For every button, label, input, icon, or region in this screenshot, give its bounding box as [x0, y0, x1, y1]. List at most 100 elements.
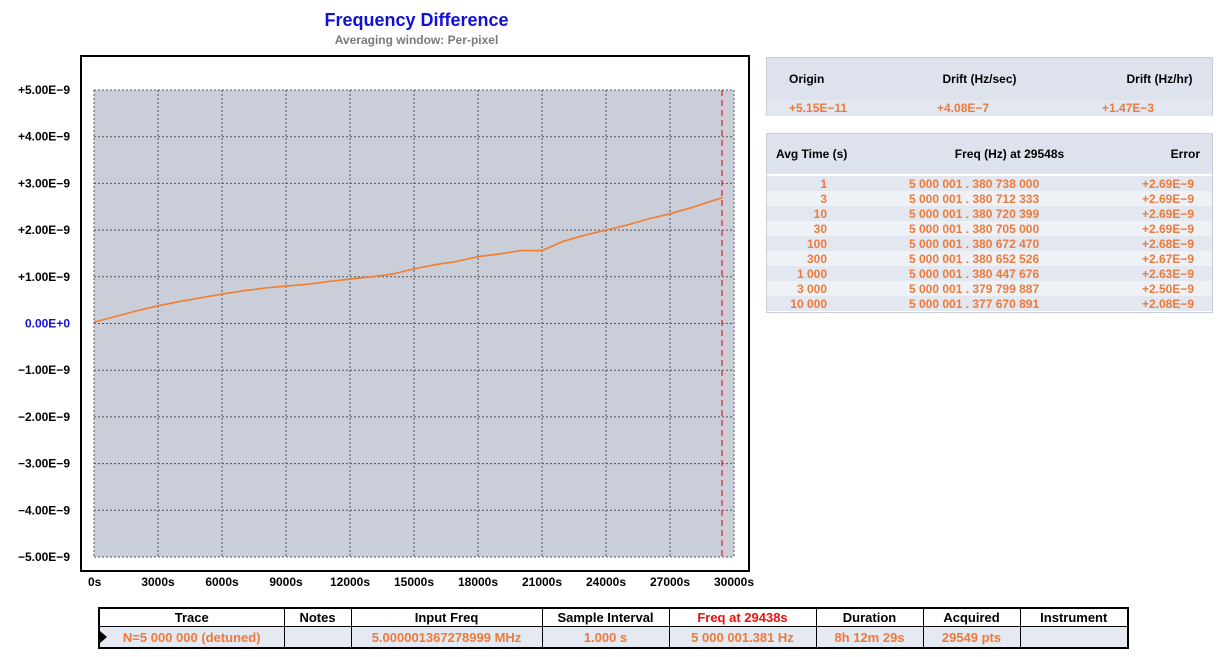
series-point — [583, 234, 586, 236]
y-tick-label: +5.00E−9 — [18, 83, 70, 97]
series-point — [455, 260, 458, 263]
sample-interval-cell[interactable]: 1.000 s — [541, 626, 670, 649]
avg-time-cell: 10 — [813, 206, 827, 221]
x-tick-label: 0s — [88, 575, 102, 589]
y-tick-label: +4.00E−9 — [18, 130, 70, 144]
drift-hr-header: Drift (Hz/hr) — [1126, 72, 1193, 86]
avg-time-cell: 300 — [806, 251, 827, 266]
series-point — [711, 199, 714, 202]
notes-cell[interactable] — [283, 626, 352, 649]
series-point — [647, 218, 650, 220]
avg-time-cell: 3 000 — [796, 281, 827, 296]
series-point — [626, 224, 629, 226]
x-tick-label: 18000s — [458, 575, 498, 589]
freq-cell: 5 000 001 . 380 447 676 — [909, 266, 1040, 281]
freq-cell: 5 000 001 . 380 720 399 — [909, 206, 1040, 221]
error-cell: +2.69E−9 — [1141, 221, 1194, 236]
trace-header-row: Trace Notes Input Freq Sample Interval F… — [98, 607, 1129, 628]
avg-time-cell: 1 — [820, 176, 827, 191]
y-tick-label: −5.00E−9 — [18, 550, 70, 564]
freq-cell: 5 000 001 . 379 799 887 — [909, 281, 1040, 296]
drift-value-row: +5.15E−11 +4.08E−7 +1.47E−3 — [767, 100, 1212, 116]
avg-time-cell: 1 000 — [796, 266, 827, 281]
trace-header[interactable]: Trace — [98, 607, 285, 628]
sample-interval-header[interactable]: Sample Interval — [541, 607, 670, 628]
instrument-cell[interactable] — [1019, 626, 1129, 649]
drift-sec-header: Drift (Hz/sec) — [942, 72, 1017, 86]
series-point — [690, 206, 693, 209]
series-point — [370, 276, 373, 278]
series-point — [327, 280, 330, 283]
series-point — [285, 285, 287, 287]
acquired-header[interactable]: Acquired — [922, 607, 1021, 628]
input-freq-header[interactable]: Input Freq — [350, 607, 543, 628]
avg-rows: 1 5 000 001 . 380 738 000 +2.69E−9 3 5 000 0… — [767, 174, 1212, 311]
origin-value: +5.15E−11 — [789, 101, 848, 115]
chart-subtitle: Averaging window: Per-pixel — [334, 33, 499, 47]
avg-row: 100 5 000 001 . 380 672 470 +2.68E−9 — [767, 236, 1212, 251]
avg-time-cell: 100 — [806, 236, 827, 251]
freq-at-header[interactable]: Freq at 29438s — [668, 607, 817, 628]
avg-row: 300 5 000 001 . 380 652 526 +2.67E−9 — [767, 251, 1212, 266]
x-tick-label: 15000s — [394, 575, 434, 589]
freq-cell: 5 000 001 . 377 670 891 — [909, 296, 1040, 311]
error-cell: +2.68E−9 — [1141, 236, 1194, 251]
series-point — [242, 290, 245, 292]
avg-row: 10 5 000 001 . 380 720 399 +2.69E−9 — [767, 206, 1212, 221]
freq-at-cell[interactable]: 5 000 001.381 Hz — [668, 626, 817, 649]
error-cell: +2.67E−9 — [1141, 251, 1194, 266]
series-point — [669, 213, 671, 215]
error-cell: +2.08E−9 — [1141, 296, 1194, 311]
trace-table: Trace Notes Input Freq Sample Interval F… — [98, 607, 1129, 649]
series-point — [178, 300, 181, 303]
drift-header-row: Origin Drift (Hz/sec) Drift (Hz/hr) — [767, 58, 1212, 100]
frequency-difference-chart: +5.00E−9 +4.00E−9 +3.00E−9 +2.00E−9 +1.00E−9… — [18, 83, 754, 589]
y-tick-label: +1.00E−9 — [18, 270, 70, 284]
avg-row: 1 000 5 000 001 . 380 447 676 +2.63E−9 — [767, 266, 1212, 281]
y-tick-label: −1.00E−9 — [18, 363, 70, 377]
freq-cell: 5 000 001 . 380 672 470 — [909, 236, 1040, 251]
error-cell: +2.50E−9 — [1141, 281, 1194, 296]
x-tick-label: 9000s — [269, 575, 303, 589]
series-point — [413, 268, 415, 270]
trace-row[interactable]: N=5 000 000 (detuned) 5.000001367278999 … — [98, 626, 1129, 649]
series-point — [541, 249, 543, 252]
avg-time-cell: 3 — [820, 191, 827, 206]
trace-name-cell[interactable]: N=5 000 000 (detuned) — [98, 626, 285, 649]
avg-row: 10 000 5 000 001 . 377 670 891 +2.08E−9 — [767, 296, 1212, 311]
freq-cell: 5 000 001 . 380 652 526 — [909, 251, 1040, 266]
avg-time-cell: 10 000 — [790, 296, 827, 311]
notes-header[interactable]: Notes — [283, 607, 352, 628]
error-cell: +2.63E−9 — [1141, 266, 1194, 281]
avg-time-cell: 30 — [813, 221, 827, 236]
series-point — [519, 249, 522, 252]
input-freq-cell[interactable]: 5.000001367278999 MHz — [350, 626, 543, 649]
x-tick-label: 30000s — [714, 575, 754, 589]
duration-header[interactable]: Duration — [815, 607, 924, 628]
series-point — [306, 283, 309, 286]
acquired-cell[interactable]: 29549 pts — [922, 626, 1021, 649]
row-selector-arrow-icon — [100, 631, 107, 643]
freq-cell: 5 000 001 . 380 738 000 — [909, 176, 1040, 191]
avg-row: 30 5 000 001 . 380 705 000 +2.69E−9 — [767, 221, 1212, 236]
y-tick-label: −4.00E−9 — [18, 503, 70, 517]
series-point — [562, 240, 565, 243]
avg-time-header: Avg Time (s) — [776, 147, 848, 161]
freq-cell: 5 000 001 . 380 705 000 — [909, 221, 1040, 236]
y-tick-label: +3.00E−9 — [18, 176, 70, 190]
x-tick-label: 6000s — [205, 575, 239, 589]
instrument-header[interactable]: Instrument — [1019, 607, 1129, 628]
series-point — [434, 263, 437, 266]
freq-header: Freq (Hz) at 29548s — [954, 147, 1065, 161]
avg-row: 3 000 5 000 001 . 379 799 887 +2.50E−9 — [767, 281, 1212, 296]
freq-cell: 5 000 001 . 380 712 333 — [909, 191, 1040, 206]
series-point — [605, 229, 607, 231]
series-point — [477, 255, 479, 258]
series-point — [721, 197, 723, 199]
series-point — [93, 321, 95, 323]
avg-panel: Avg Time (s) Freq (Hz) at 29548s Error 1… — [766, 133, 1213, 313]
y-tick-label: −2.00E−9 — [18, 410, 70, 424]
avg-header-row: Avg Time (s) Freq (Hz) at 29548s Error — [767, 134, 1212, 174]
y-tick-label: +2.00E−9 — [18, 223, 70, 237]
duration-cell[interactable]: 8h 12m 29s — [815, 626, 924, 649]
